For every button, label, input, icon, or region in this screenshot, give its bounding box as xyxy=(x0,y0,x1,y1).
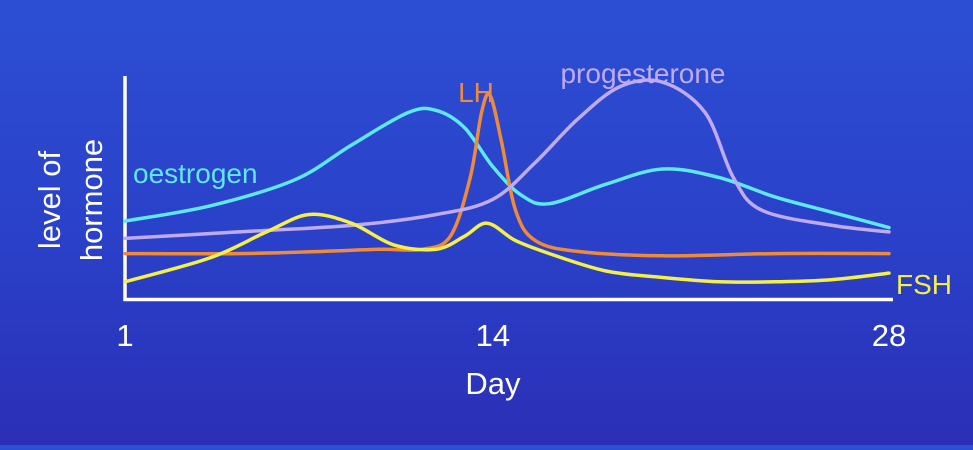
fsh-line xyxy=(123,212,891,284)
series-lines xyxy=(123,78,891,284)
lh-line xyxy=(123,92,891,258)
oestrogen-line xyxy=(123,106,891,230)
x-tick-label-28: 28 xyxy=(872,318,906,353)
lh-label: LH xyxy=(458,77,494,108)
oestrogen-label: oestrogen xyxy=(133,158,258,189)
progesterone-label: progesterone xyxy=(560,58,725,89)
x-tick-label-1: 1 xyxy=(116,318,133,353)
x-tick-labels: 1 14 28 xyxy=(116,318,906,353)
y-axis-title-line-2: hormone xyxy=(74,139,109,261)
series-labels: oestrogen LH progesterone FSH xyxy=(133,58,952,300)
x-axis-title: Day xyxy=(465,366,521,401)
y-axis-title-line-1: level of xyxy=(32,151,67,250)
x-tick-label-14: 14 xyxy=(476,318,510,353)
fsh-label: FSH xyxy=(896,269,952,300)
progesterone-line xyxy=(123,78,891,241)
